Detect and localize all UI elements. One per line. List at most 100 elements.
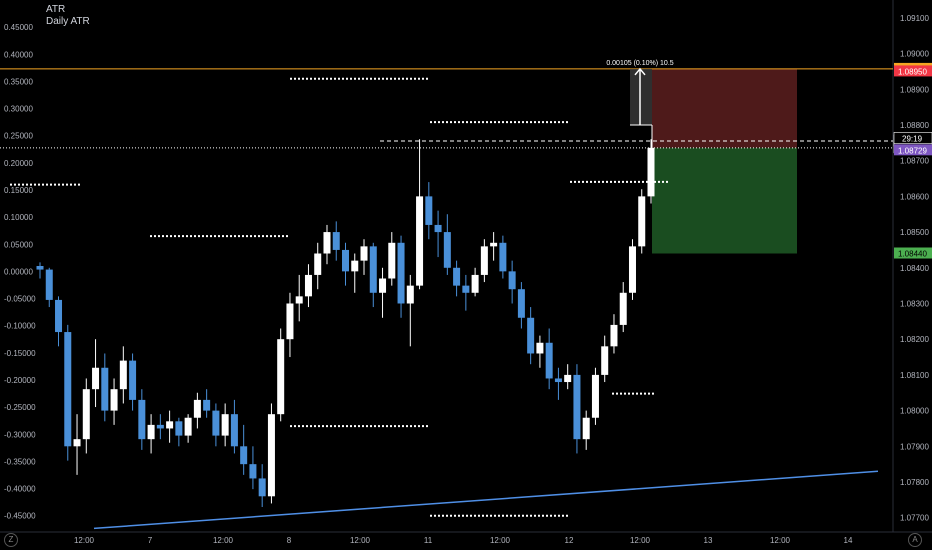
candle-body bbox=[129, 360, 137, 400]
candle-body bbox=[64, 332, 72, 447]
candle-body bbox=[203, 399, 211, 411]
candle-body bbox=[119, 360, 127, 390]
candle-body bbox=[536, 342, 544, 354]
candle-body bbox=[591, 374, 599, 418]
candle-body bbox=[304, 274, 312, 297]
left-axis-tick-label: 0.30000 bbox=[4, 105, 33, 114]
candle-body bbox=[388, 242, 396, 279]
left-axis-tick-label: 0.20000 bbox=[4, 159, 33, 168]
right-axis-tick-label: 1.07700 bbox=[900, 514, 929, 523]
candle-body bbox=[527, 317, 535, 354]
candle-body bbox=[323, 232, 331, 254]
indicator-name: ATR bbox=[46, 4, 66, 15]
x-axis-tick-label: 7 bbox=[148, 536, 153, 545]
candle-body bbox=[453, 267, 461, 286]
left-axis-tick-label: -0.30000 bbox=[4, 430, 36, 439]
candle-body bbox=[342, 249, 349, 272]
candle-body bbox=[258, 478, 266, 497]
right-axis-tick-label: 1.08400 bbox=[900, 264, 929, 273]
candle-body bbox=[45, 269, 53, 300]
left-axis-tick-label: -0.20000 bbox=[4, 376, 36, 385]
candle-body bbox=[286, 303, 294, 340]
candle-body bbox=[184, 417, 192, 436]
candle-body bbox=[490, 242, 498, 247]
trendline bbox=[93, 470, 879, 530]
x-axis-tick-label: 12:00 bbox=[490, 536, 511, 545]
x-axis-tick-label: 12:00 bbox=[74, 536, 95, 545]
stop-loss-zone bbox=[652, 68, 797, 148]
candle-body bbox=[230, 414, 238, 447]
candle-body bbox=[610, 324, 618, 347]
left-axis-tick-label: -0.05000 bbox=[4, 295, 36, 304]
candle-body bbox=[240, 446, 248, 465]
left-axis-tick-label: -0.40000 bbox=[4, 485, 36, 494]
price-tag-label: 1.08440 bbox=[898, 250, 927, 259]
candle-body bbox=[619, 292, 627, 325]
measure-label: 0.00105 (0.10%) 10.5 bbox=[606, 60, 673, 67]
x-axis-tick-label: 12 bbox=[565, 536, 574, 545]
candle-body bbox=[397, 242, 405, 304]
x-axis-tick-label: 11 bbox=[424, 536, 433, 545]
candle-body bbox=[221, 414, 229, 436]
candle-body bbox=[434, 224, 442, 233]
candle-body bbox=[406, 285, 414, 304]
price-tag-label: 1.08729 bbox=[898, 146, 927, 155]
right-axis-tick-label: 1.08000 bbox=[900, 407, 929, 416]
candle-body bbox=[499, 242, 507, 272]
right-axis-tick-label: 1.08200 bbox=[900, 335, 929, 344]
countdown-tag bbox=[893, 132, 932, 144]
indicator-subtitle: Daily ATR bbox=[46, 16, 90, 27]
left-axis-tick-label: -0.15000 bbox=[4, 349, 36, 358]
right-axis-tick-label: 1.09100 bbox=[900, 14, 929, 23]
candle-body bbox=[601, 346, 609, 375]
right-axis-tick-label: 1.08800 bbox=[900, 121, 929, 130]
x-axis-tick-label: 12:00 bbox=[630, 536, 651, 545]
left-axis-tick-label: 0.15000 bbox=[4, 186, 33, 195]
price-tag bbox=[894, 144, 932, 156]
candle-body bbox=[545, 342, 553, 379]
candle-body bbox=[110, 389, 118, 411]
candle-body bbox=[369, 246, 377, 293]
candle-body bbox=[175, 421, 183, 436]
left-axis-tick-label: 0.10000 bbox=[4, 213, 33, 222]
candle-body bbox=[314, 253, 322, 275]
corner-left-button[interactable]: Z bbox=[4, 533, 18, 547]
candle-body bbox=[36, 266, 44, 270]
x-axis-tick-label: 13 bbox=[704, 536, 713, 545]
candle-body bbox=[166, 421, 174, 429]
candle-body bbox=[360, 246, 368, 261]
price-tag-label: 1.08950 bbox=[898, 67, 927, 76]
right-axis-tick-label: 1.08500 bbox=[900, 228, 929, 237]
candle-body bbox=[92, 367, 100, 390]
candle-body bbox=[582, 417, 590, 440]
candle-body bbox=[267, 414, 275, 497]
candle-body bbox=[480, 246, 488, 275]
candle-body bbox=[73, 439, 81, 447]
countdown-label: 29:19 bbox=[902, 134, 923, 143]
left-axis-tick-label: -0.45000 bbox=[4, 512, 36, 521]
x-axis-tick-label: 14 bbox=[844, 536, 853, 545]
candle-body bbox=[156, 424, 164, 429]
candle-body bbox=[138, 399, 146, 440]
candle-body bbox=[425, 196, 433, 225]
left-axis-tick-label: 0.35000 bbox=[4, 77, 33, 86]
candle-body bbox=[573, 374, 581, 440]
price-tag bbox=[894, 65, 932, 77]
take-profit-zone bbox=[652, 147, 797, 254]
right-axis-tick-label: 1.08100 bbox=[900, 371, 929, 380]
left-axis-tick-label: 0.45000 bbox=[4, 23, 33, 32]
auto-scale-button[interactable]: A bbox=[908, 533, 922, 547]
candle-body bbox=[508, 271, 516, 290]
measure-arrow-head bbox=[634, 67, 646, 76]
candle-body bbox=[471, 274, 479, 293]
candle-body bbox=[351, 260, 359, 272]
measure-box bbox=[630, 68, 652, 125]
right-axis-tick-label: 1.07800 bbox=[900, 478, 929, 487]
left-axis-tick-label: -0.25000 bbox=[4, 403, 36, 412]
candle-body bbox=[277, 339, 285, 415]
candle-body bbox=[638, 196, 646, 247]
right-axis-tick-label: 1.09000 bbox=[900, 50, 929, 59]
x-axis-tick-label: 12:00 bbox=[770, 536, 791, 545]
x-axis-tick-label: 8 bbox=[287, 536, 292, 545]
